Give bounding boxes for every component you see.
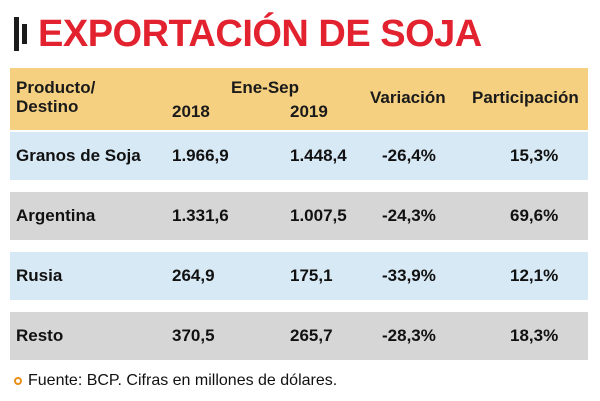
header-period: Ene-Sep [231, 78, 300, 97]
row-name: Granos de Soja [16, 146, 141, 165]
row-share: 12,1% [510, 266, 559, 285]
header-product: Producto/ Destino [16, 78, 95, 116]
row-variation: -28,3% [382, 326, 436, 345]
header-product-line2: Destino [16, 97, 79, 116]
row-share: 18,3% [510, 326, 559, 345]
row-value-2018: 370,5 [172, 326, 215, 345]
header-year-2019: 2019 [290, 102, 328, 121]
row-share: 69,6% [510, 206, 559, 225]
table-row: Resto 370,5 265,7 -28,3% 18,3% [10, 312, 588, 360]
row-variation: -33,9% [382, 266, 436, 285]
table-header: Producto/ Destino Ene-Sep 2018 2019 Vari… [10, 68, 588, 130]
row-value-2018: 264,9 [172, 266, 215, 285]
row-variation: -24,3% [382, 206, 436, 225]
page-title: EXPORTACIÓN DE SOJA [38, 13, 482, 55]
header-variation: Variación [370, 88, 446, 107]
row-name: Rusia [16, 266, 63, 285]
row-value-2018: 1.966,9 [172, 146, 229, 165]
row-value-2019: 1.448,4 [290, 146, 347, 165]
bullet-icon [14, 377, 22, 385]
table-row: Rusia 264,9 175,1 -33,9% 12,1% [10, 252, 588, 300]
title-block: EXPORTACIÓN DE SOJA [10, 8, 482, 60]
header-share: Participación [472, 88, 579, 107]
header-product-line1: Producto/ [16, 78, 96, 97]
table-row: Argentina 1.331,6 1.007,5 -24,3% 69,6% [10, 192, 588, 240]
export-table: Producto/ Destino Ene-Sep 2018 2019 Vari… [10, 68, 588, 360]
row-name: Resto [16, 326, 64, 345]
table-row: Granos de Soja 1.966,9 1.448,4 -26,4% 15… [10, 132, 588, 180]
source-text: Fuente: BCP. Cifras en millones de dólar… [28, 372, 338, 389]
row-name: Argentina [16, 206, 96, 225]
row-value-2019: 175,1 [290, 266, 333, 285]
row-value-2019: 265,7 [290, 326, 333, 345]
row-value-2019: 1.007,5 [290, 206, 347, 225]
row-share: 15,3% [510, 146, 559, 165]
header-year-2018: 2018 [172, 102, 210, 121]
title-bar-icon [10, 14, 32, 54]
row-value-2018: 1.331,6 [172, 206, 229, 225]
row-variation: -26,4% [382, 146, 436, 165]
source-note: Fuente: BCP. Cifras en millones de dólar… [14, 372, 337, 390]
